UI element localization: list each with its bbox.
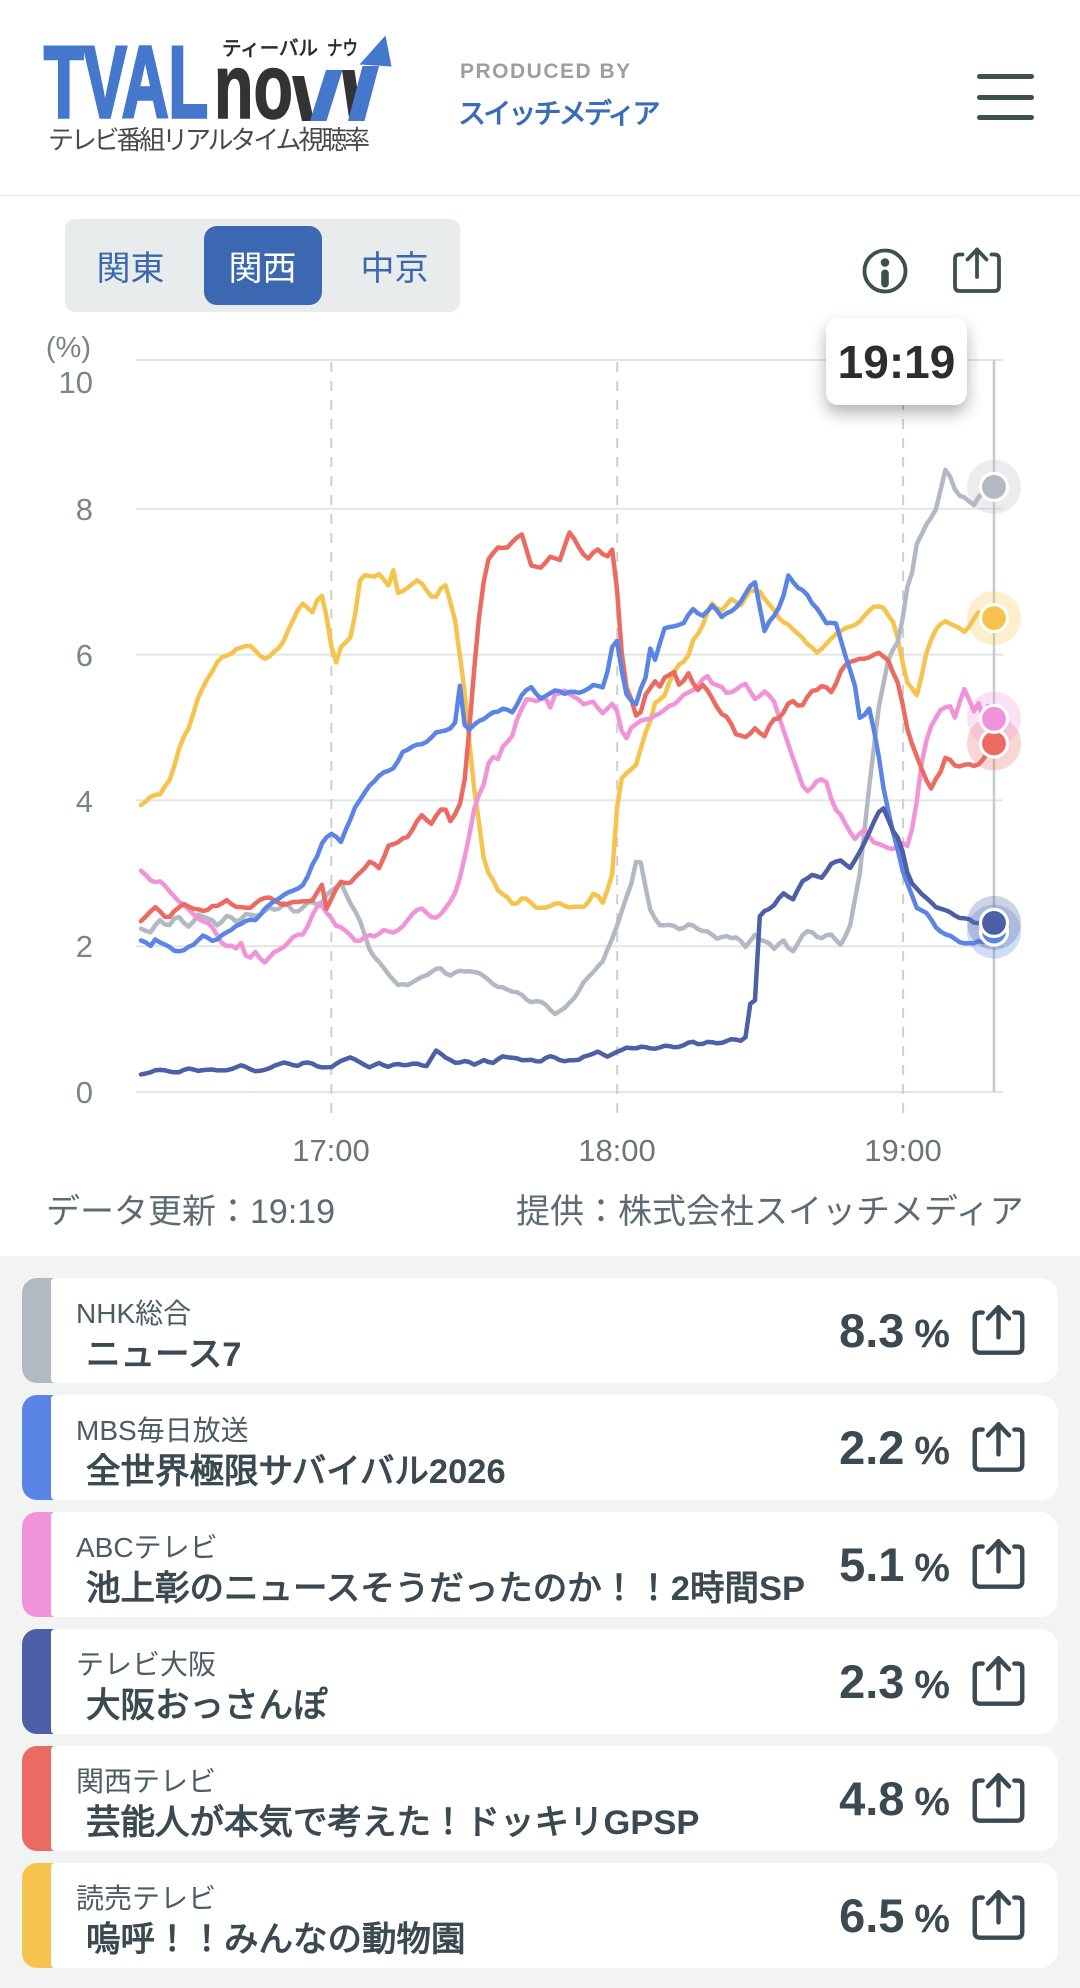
svg-text:10: 10 — [59, 365, 93, 400]
svg-text:2: 2 — [76, 929, 93, 964]
svg-text:(%): (%) — [46, 332, 91, 364]
svg-text:19:00: 19:00 — [864, 1133, 942, 1168]
svg-text:4: 4 — [76, 784, 93, 819]
svg-text:6: 6 — [76, 638, 93, 673]
svg-text:テレビ番組リアルタイム視聴率: テレビ番組リアルタイム視聴率 — [48, 125, 370, 155]
svg-text:8: 8 — [76, 492, 93, 527]
svg-text:ナウ: ナウ — [327, 37, 358, 60]
svg-text:TVAL: TVAL — [44, 27, 208, 139]
svg-text:17:00: 17:00 — [292, 1133, 370, 1168]
svg-text:no: no — [214, 36, 293, 138]
svg-text:18:00: 18:00 — [578, 1133, 656, 1168]
svg-text:0: 0 — [76, 1075, 93, 1110]
svg-text:ティーバル: ティーバル — [222, 37, 318, 60]
